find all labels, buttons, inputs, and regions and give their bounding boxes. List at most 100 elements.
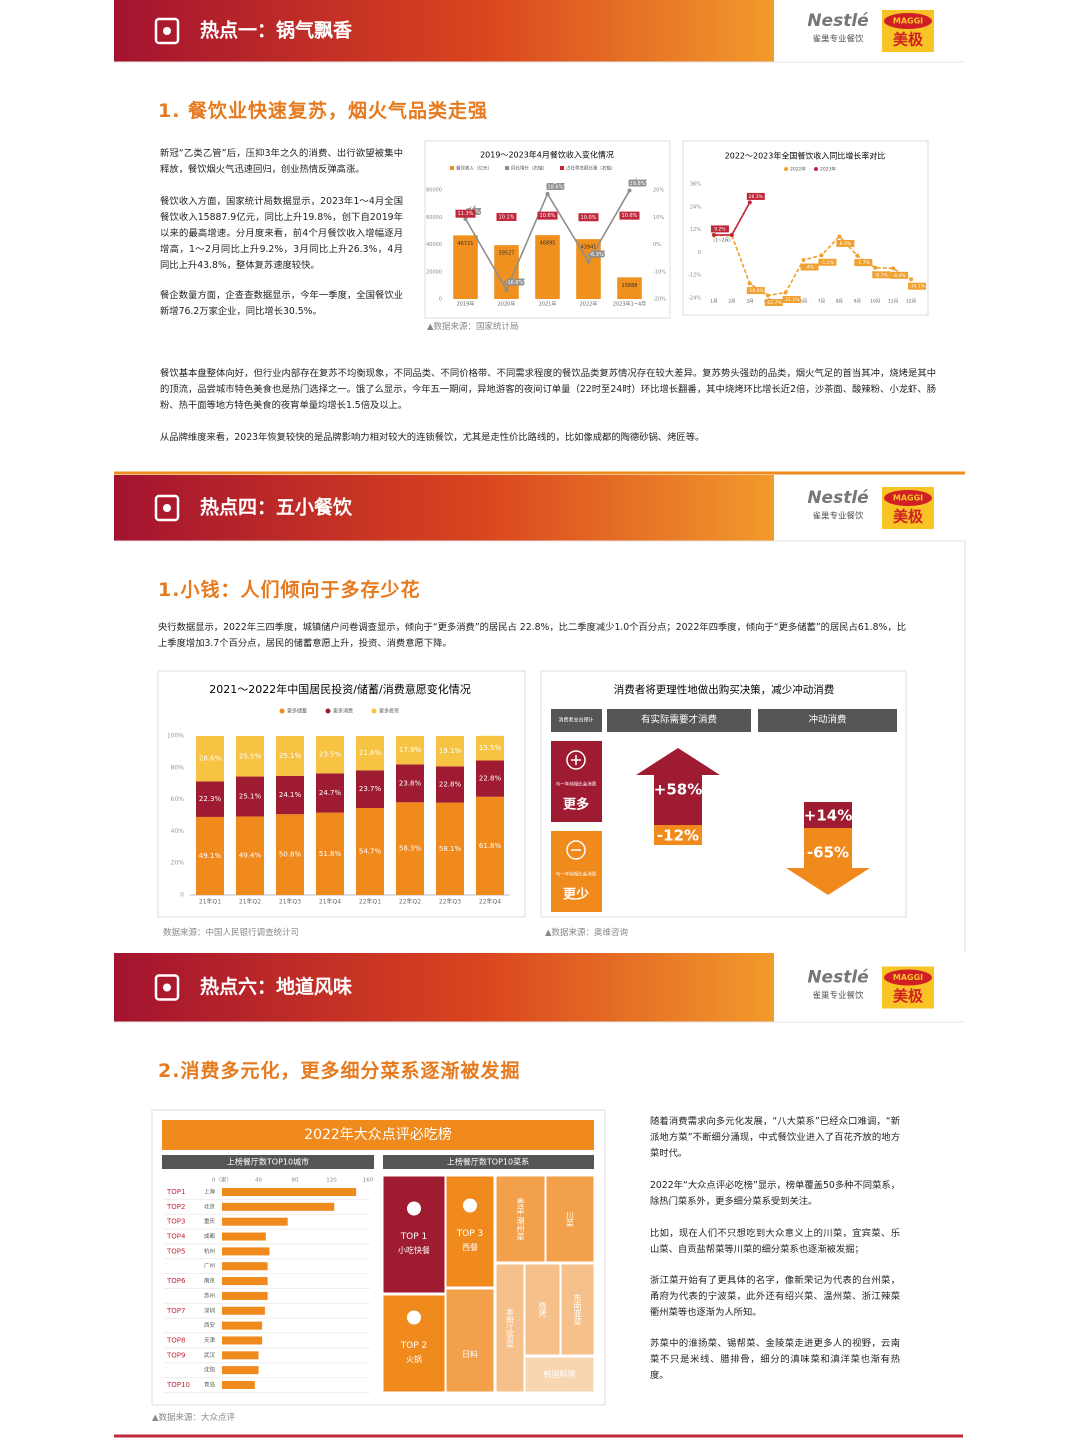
y-tick-label: 36% xyxy=(690,182,701,188)
city-label: 西安 xyxy=(204,1321,216,1329)
point xyxy=(504,287,509,292)
arrow-value: -65% xyxy=(807,844,849,862)
bar xyxy=(222,1321,263,1330)
heading: 1.小钱：人们倾向于多存少花 xyxy=(158,579,421,601)
city-label: 杭州 xyxy=(204,1247,215,1255)
line xyxy=(713,234,912,297)
bar xyxy=(222,1306,265,1315)
bar-segment xyxy=(476,796,504,895)
arrow-up xyxy=(636,748,720,825)
column-label: 有实际需要才消费 xyxy=(641,714,717,726)
maggi-oval xyxy=(884,490,932,506)
point xyxy=(747,281,752,286)
point xyxy=(891,266,896,271)
label-box xyxy=(890,271,909,279)
y-tick-label: 0 xyxy=(439,297,442,303)
x-tick-label: 3月 xyxy=(746,299,753,305)
y-tick-label: 12% xyxy=(690,227,701,233)
y-tick-label: 60000 xyxy=(426,215,442,221)
data-label: 8.4% xyxy=(840,241,852,247)
treemap-cell xyxy=(382,1175,446,1294)
data-label: 10.6% xyxy=(540,213,556,219)
data-label: 50.8% xyxy=(279,851,302,859)
logo-area xyxy=(774,0,965,62)
data-label: 19.8% xyxy=(630,181,646,187)
header-cell xyxy=(758,709,897,732)
icon-dot xyxy=(163,504,171,512)
x-tick-label: 120 xyxy=(326,1178,337,1184)
x-tick-label: 22年Q1 xyxy=(359,898,381,906)
bar xyxy=(222,1188,357,1196)
x-tick-label: 2019年 xyxy=(457,301,475,308)
bar-segment xyxy=(276,775,304,815)
y-tick-label: -24% xyxy=(688,296,701,302)
rank-label: TOP4 xyxy=(166,1233,186,1241)
cell-rank: TOP 1 xyxy=(400,1232,428,1242)
treemap-cell xyxy=(524,1263,561,1356)
point xyxy=(747,200,752,205)
x-tick-label: 2020年 xyxy=(498,301,516,308)
treemap-cell xyxy=(545,1175,595,1263)
treemap-cell xyxy=(560,1263,595,1356)
point xyxy=(586,259,591,264)
x-tick-label: 22年Q2 xyxy=(399,898,421,906)
x-tick-label: 21年Q2 xyxy=(239,898,261,906)
header-cell xyxy=(607,709,751,732)
bar xyxy=(222,1277,268,1286)
treemap-cell xyxy=(445,1288,495,1393)
cell-rank: TOP 2 xyxy=(400,1341,428,1351)
x-tick-label: 21年Q4 xyxy=(319,898,341,906)
bar xyxy=(222,1366,259,1375)
label-box xyxy=(854,259,873,267)
point xyxy=(627,188,632,193)
data-label: 19.1% xyxy=(439,747,462,755)
y-tick-label: 60% xyxy=(171,796,185,803)
bar-segment xyxy=(316,736,344,774)
cell-rank: TOP 3 xyxy=(456,1229,484,1239)
y2-tick-label: 0% xyxy=(653,242,661,248)
treemap-cell xyxy=(445,1175,495,1288)
logo-sub: 雀巢专业餐饮 xyxy=(812,34,864,45)
data-label: -14.1% xyxy=(909,284,926,290)
city-label: 深圳 xyxy=(204,1306,216,1314)
row-icon xyxy=(566,750,586,770)
banner-title: 热点四：五小餐饮 xyxy=(200,496,353,519)
y2-tick-label: -10% xyxy=(653,269,666,275)
y-tick-label: 20000 xyxy=(426,269,442,275)
data-label: 23.7% xyxy=(359,785,382,793)
city-label: 天津 xyxy=(204,1337,216,1344)
legend-label: 占社零总额比重（右轴） xyxy=(566,165,616,172)
point xyxy=(711,232,716,237)
bar xyxy=(222,1202,335,1211)
bar xyxy=(222,1336,263,1345)
data-label: 17.9% xyxy=(399,746,422,754)
cell-icon xyxy=(463,1198,477,1213)
city-label: 沈阳 xyxy=(204,1366,215,1374)
bar-segment xyxy=(196,816,224,895)
arrow-value: +58% xyxy=(654,781,702,799)
logo: MAGGI xyxy=(893,973,923,982)
bar-segment xyxy=(436,736,464,767)
x-tick-label: 11月 xyxy=(888,299,898,305)
data-label: 61.8% xyxy=(479,842,502,850)
paragraph: 随着消费需求向多元化发展，“八大菜系”已经众口难调，“新派地方菜”不断细分涌现，… xyxy=(650,1116,900,1159)
maggi-oval xyxy=(884,13,932,29)
bar-segment xyxy=(356,808,384,895)
y2-tick-label: 20% xyxy=(653,188,664,194)
y2-tick-label: -20% xyxy=(653,297,666,303)
label-box xyxy=(764,299,783,307)
legend-swatch xyxy=(560,166,564,170)
rank-label: TOP3 xyxy=(166,1218,185,1226)
row-label: 更多 xyxy=(563,797,589,813)
chart-title: 2019～2023年4月餐饮收入变化情况 xyxy=(480,150,614,160)
data-label: 15888 xyxy=(622,283,638,289)
cell-label: 本帮江浙菜 xyxy=(506,1307,515,1349)
bar-segment xyxy=(276,814,304,895)
paragraph: 餐饮基本盘整体向好，但行业内部存在复苏不均衡现象，不同品类、不同价格带、不同需求… xyxy=(160,368,936,411)
arrow-down xyxy=(786,828,870,895)
marker xyxy=(455,209,476,218)
point xyxy=(819,253,824,258)
icon xyxy=(154,494,180,522)
logo: MAGGI xyxy=(893,17,923,26)
icon xyxy=(154,17,180,45)
